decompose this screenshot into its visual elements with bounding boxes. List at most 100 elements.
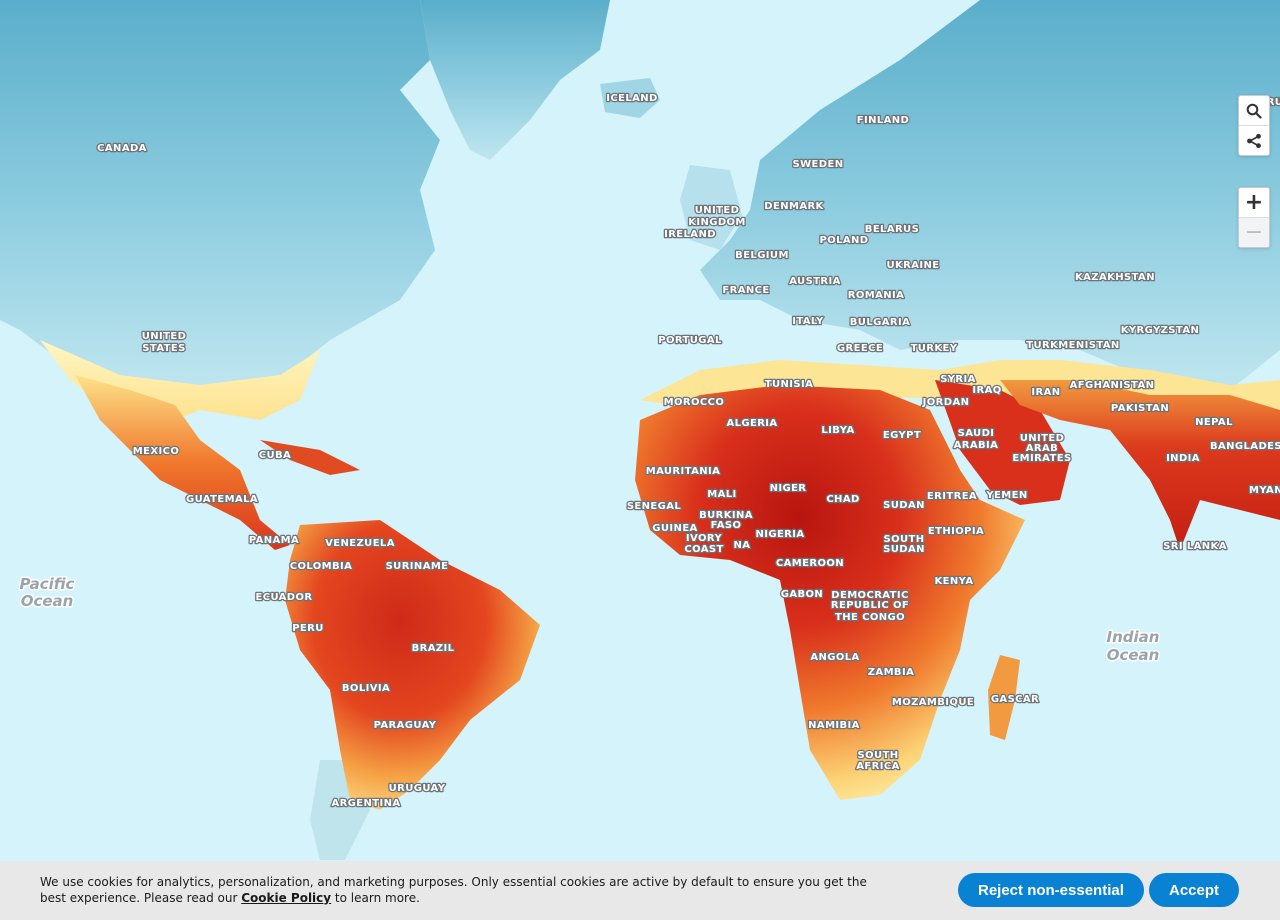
cookie-text-before: We use cookies for analytics, personaliz…	[40, 875, 867, 905]
country-label: AUSTRIA	[789, 276, 841, 287]
country-label: MEXICO	[133, 446, 179, 457]
search-button[interactable]	[1239, 96, 1269, 125]
country-label: CHAD	[826, 494, 859, 505]
country-label: KENYA	[935, 576, 974, 587]
reject-non-essential-button[interactable]: Reject non-essential	[958, 873, 1144, 907]
country-label: FASO	[711, 520, 742, 531]
country-label: ITALY	[792, 316, 824, 327]
country-label: IRAN	[1031, 387, 1060, 398]
search-icon	[1246, 103, 1262, 119]
country-label: ARAB	[1026, 443, 1058, 454]
country-label: NEPAL	[1195, 417, 1233, 428]
country-label: GASCAR	[991, 694, 1039, 705]
country-label: STATES	[142, 343, 185, 354]
ocean-labels: Pacific Ocean Indian Ocean	[18, 574, 1161, 666]
country-label: SYRIA	[940, 374, 976, 385]
country-label: GABON	[781, 589, 823, 600]
country-label: BURKINA	[699, 510, 753, 521]
country-label: BELARUS	[865, 224, 919, 235]
country-label: BRAZIL	[412, 643, 455, 654]
cookie-policy-link[interactable]: Cookie Policy	[241, 891, 332, 905]
cold-land	[0, 0, 1280, 860]
africa-heat	[635, 385, 1025, 800]
country-label: IRAQ	[972, 385, 1001, 396]
country-label: REPUBLIC OF	[831, 600, 909, 611]
country-label: MALI	[707, 489, 736, 500]
country-label: ICELAND	[606, 93, 657, 104]
country-label: SOUTH	[883, 534, 924, 545]
accept-button[interactable]: Accept	[1149, 873, 1240, 907]
country-label: FRANCE	[722, 285, 769, 296]
country-label: CANADA	[97, 143, 147, 154]
country-label: EMIRATES	[1012, 453, 1071, 464]
country-label: UNITED	[142, 331, 187, 342]
country-label: GREECE	[837, 343, 883, 354]
country-label: PANAMA	[249, 535, 299, 546]
south-america-heat	[285, 520, 540, 810]
country-label: CAMEROON	[776, 558, 844, 569]
country-label: YEMEN	[985, 490, 1027, 501]
country-label: AFRICA	[856, 761, 899, 772]
country-label: EGYPT	[883, 430, 921, 441]
country-label: UNITED	[1020, 433, 1065, 444]
cookie-message: We use cookies for analytics, personaliz…	[40, 874, 880, 906]
plus-icon: +	[1244, 190, 1264, 215]
country-label: MOROCCO	[664, 397, 725, 408]
country-label: NIGERIA	[755, 529, 804, 540]
country-label: SENEGAL	[627, 501, 682, 512]
country-label: SUDAN	[883, 500, 925, 511]
country-label: PERU	[292, 623, 324, 634]
country-label: ARABIA	[954, 440, 999, 451]
share-button[interactable]	[1239, 125, 1269, 155]
country-label: COLOMBIA	[290, 561, 353, 572]
country-label: MYAN	[1249, 485, 1280, 496]
country-label: KINGDOM	[688, 217, 746, 228]
country-label: IRELAND	[664, 229, 716, 240]
country-label: ZAMBIA	[868, 667, 914, 678]
ocean-label: Ocean	[1107, 646, 1160, 664]
country-label: ETHIOPIA	[928, 526, 984, 537]
zoom-in-button[interactable]: +	[1239, 188, 1269, 217]
zoom-out-button[interactable]: −	[1239, 217, 1269, 247]
cookie-banner: We use cookies for analytics, personaliz…	[0, 861, 1280, 920]
country-label: NAMIBIA	[808, 720, 860, 731]
country-label: CUBA	[259, 450, 291, 461]
country-label: FINLAND	[857, 115, 910, 126]
country-label: UKRAINE	[886, 260, 939, 271]
country-label: JORDAN	[922, 397, 970, 408]
country-label: NIGER	[770, 483, 807, 494]
country-label: URUGUAY	[389, 783, 446, 794]
country-label: BULGARIA	[850, 317, 910, 328]
country-label: SWEDEN	[793, 159, 844, 170]
country-label: PAKISTAN	[1111, 403, 1169, 414]
ocean-label: Indian	[1107, 628, 1160, 646]
country-label: SOUTH	[857, 750, 898, 761]
country-label: SUDAN	[883, 544, 925, 555]
country-labels: CANADA ICELAND FINLAND SWEDEN UNITED KIN…	[96, 92, 1280, 811]
country-label: TUNISIA	[765, 379, 814, 390]
country-label: COAST	[684, 544, 723, 555]
country-label: NA	[734, 540, 751, 551]
zoom-controls: + −	[1238, 187, 1270, 248]
minus-icon: −	[1244, 220, 1264, 245]
country-label: MOZAMBIQUE	[892, 697, 974, 708]
country-label: ROMANIA	[848, 290, 905, 301]
country-label: GUINEA	[652, 523, 697, 534]
asia-heat	[935, 380, 1280, 550]
country-label: SURINAME	[386, 561, 449, 572]
country-label: PORTUGAL	[658, 335, 722, 346]
country-label: AFGHANISTAN	[1070, 380, 1155, 391]
country-label: PARAGUAY	[374, 720, 437, 731]
country-label: ERITREA	[927, 491, 977, 502]
cookie-text-after: to learn more.	[331, 891, 420, 905]
country-label: SAUDI	[958, 428, 995, 439]
country-label: KYRGYZSTAN	[1121, 325, 1200, 336]
country-label: POLAND	[819, 235, 868, 246]
country-label: BOLIVIA	[342, 683, 390, 694]
country-label: ALGERIA	[726, 418, 777, 429]
map-tools	[1238, 95, 1270, 156]
country-label: VENEZUELA	[325, 538, 395, 549]
country-label: DENMARK	[764, 201, 824, 212]
country-label: MAURITANIA	[646, 466, 721, 477]
